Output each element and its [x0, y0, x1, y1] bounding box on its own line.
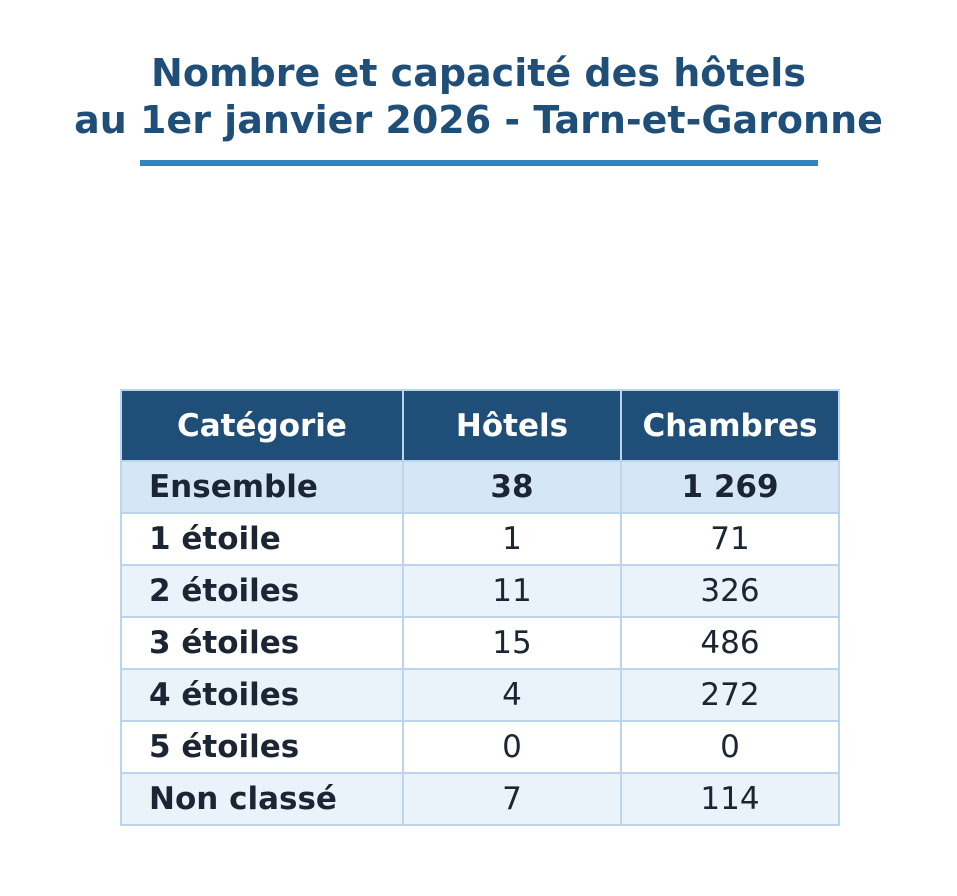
row-category-cell: 1 étoile [120, 512, 404, 566]
row-chambres-cell: 114 [620, 772, 840, 826]
row-hotels-cell: 4 [402, 668, 622, 722]
table-row: 3 étoiles 15 486 [120, 616, 840, 670]
hotel-capacity-table: Catégorie Hôtels Chambres Ensemble 38 1 … [120, 389, 840, 826]
row-chambres-cell: 0 [620, 720, 840, 774]
row-hotels-cell: 7 [402, 772, 622, 826]
column-header-chambres: Chambres [620, 389, 840, 462]
row-category-cell: 5 étoiles [120, 720, 404, 774]
column-header-hotels: Hôtels [402, 389, 622, 462]
row-hotels-cell: 38 [402, 460, 622, 514]
title-line-1: Nombre et capacité des hôtels [151, 51, 806, 95]
row-chambres-cell: 326 [620, 564, 840, 618]
row-chambres-cell: 272 [620, 668, 840, 722]
table-header-row: Catégorie Hôtels Chambres [120, 389, 840, 462]
table-row: 5 étoiles 0 0 [120, 720, 840, 774]
row-hotels-cell: 1 [402, 512, 622, 566]
table-row: 4 étoiles 4 272 [120, 668, 840, 722]
row-chambres-cell: 486 [620, 616, 840, 670]
table-row-total: Ensemble 38 1 269 [120, 460, 840, 514]
title-underline [140, 160, 818, 166]
row-category-cell: 3 étoiles [120, 616, 404, 670]
row-category-cell: 4 étoiles [120, 668, 404, 722]
table-row: 2 étoiles 11 326 [120, 564, 840, 618]
table-row: Non classé 7 114 [120, 772, 840, 826]
title-line-2: au 1er janvier 2026 - Tarn-et-Garonne [74, 98, 883, 142]
row-hotels-cell: 11 [402, 564, 622, 618]
table-row: 1 étoile 1 71 [120, 512, 840, 566]
row-category-cell: Non classé [120, 772, 404, 826]
row-chambres-cell: 1 269 [620, 460, 840, 514]
page-title: Nombre et capacité des hôtels au 1er jan… [0, 50, 957, 144]
row-category-cell: 2 étoiles [120, 564, 404, 618]
row-chambres-cell: 71 [620, 512, 840, 566]
row-category-cell: Ensemble [120, 460, 404, 514]
row-hotels-cell: 0 [402, 720, 622, 774]
row-hotels-cell: 15 [402, 616, 622, 670]
column-header-categorie: Catégorie [120, 389, 404, 462]
